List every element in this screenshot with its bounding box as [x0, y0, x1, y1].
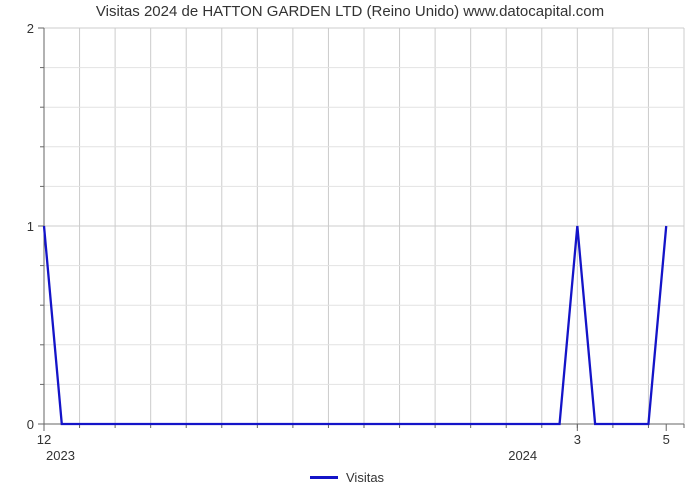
legend-label: Visitas: [346, 470, 385, 485]
x-tick-label: 12: [37, 432, 51, 447]
chart-container: Visitas 2024 de HATTON GARDEN LTD (Reino…: [0, 0, 700, 500]
y-tick-label: 0: [27, 417, 34, 432]
chart-title: Visitas 2024 de HATTON GARDEN LTD (Reino…: [96, 3, 604, 20]
line-chart: Visitas 2024 de HATTON GARDEN LTD (Reino…: [0, 0, 700, 500]
x-year-label: 2023: [46, 448, 75, 463]
x-tick-label: 3: [574, 432, 581, 447]
y-tick-label: 1: [27, 219, 34, 234]
y-tick-label: 2: [27, 21, 34, 36]
legend-swatch: [310, 476, 338, 479]
x-tick-label: 5: [663, 432, 670, 447]
x-year-label: 2024: [508, 448, 537, 463]
